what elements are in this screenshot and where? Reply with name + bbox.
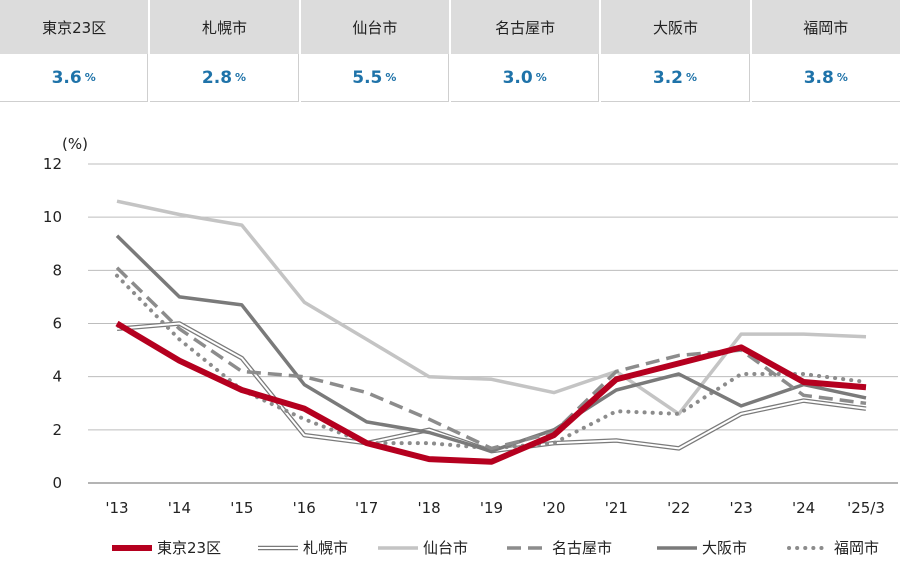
legend-label: 名古屋市 — [552, 539, 612, 557]
summary-unit: % — [535, 71, 547, 84]
x-tick-label: '17 — [355, 499, 378, 517]
summary-column: 福岡市 3.8% — [751, 0, 900, 103]
summary-value-cell: 3.0% — [450, 54, 600, 102]
x-axis-ticks: '13 '14 '15 '16 '17 '18 '19 '20 '21 '22 '23 '24 '25/… — [105, 499, 885, 517]
summary-value-cell: 2.8% — [150, 54, 299, 102]
legend-label: 大阪市 — [702, 539, 747, 557]
summary-unit: % — [84, 71, 96, 84]
line-chart: 0 2 4 6 8 10 12 '13 '14 '15 '16 '17 '18 '19 '20 '21 '22… — [43, 135, 898, 557]
summary-value: 3.8 — [803, 67, 834, 88]
summary-city: 大阪市 — [601, 0, 750, 54]
x-tick-label: '22 — [667, 499, 690, 517]
x-tick-label: '14 — [168, 499, 191, 517]
x-tick-label: '24 — [792, 499, 815, 517]
y-tick-label: 6 — [52, 315, 62, 333]
summary-unit: % — [686, 71, 698, 84]
legend-label: 札幌市 — [303, 539, 348, 557]
summary-value: 3.0 — [502, 67, 533, 88]
summary-value-cell: 3.2% — [601, 54, 750, 102]
summary-value: 5.5 — [352, 67, 383, 88]
x-tick-label: '18 — [417, 499, 440, 517]
summary-column: 東京23区 3.6% — [0, 0, 151, 103]
x-tick-label: '15 — [230, 499, 253, 517]
x-tick-label: '13 — [105, 499, 128, 517]
summary-unit: % — [836, 71, 848, 84]
summary-column: 仙台市 5.5% — [300, 0, 451, 103]
summary-value-cell: 5.5% — [300, 54, 449, 102]
legend: 東京23区 札幌市 仙台市 名古屋市 大阪市 福岡市 — [112, 539, 879, 557]
grid-lines — [88, 163, 898, 484]
summary-table: 東京23区 3.6% 札幌市 2.8% 仙台市 5.5% 名古屋市 3.0% 大… — [0, 0, 900, 103]
y-tick-label: 4 — [52, 368, 62, 386]
y-tick-label: 0 — [52, 474, 62, 492]
x-tick-label: '25/3 — [847, 499, 885, 517]
y-tick-label: 8 — [52, 261, 62, 279]
summary-unit: % — [235, 71, 247, 84]
summary-unit: % — [385, 71, 397, 84]
series-line — [115, 266, 867, 451]
summary-city: 名古屋市 — [450, 0, 600, 54]
x-tick-label: '20 — [542, 499, 565, 517]
summary-value-cell: 3.8% — [751, 54, 900, 102]
legend-label: 東京23区 — [157, 539, 221, 557]
y-axis-ticks: 0 2 4 6 8 10 12 — [43, 155, 62, 492]
legend-label: 福岡市 — [834, 539, 879, 557]
summary-column: 大阪市 3.2% — [601, 0, 752, 103]
summary-city: 福岡市 — [751, 0, 900, 54]
y-tick-label: 2 — [52, 421, 62, 439]
summary-value: 3.2 — [652, 67, 684, 88]
y-tick-label: 10 — [43, 208, 62, 226]
series-lines — [115, 199, 868, 465]
summary-city: 東京23区 — [0, 0, 149, 54]
y-axis-label: (%) — [62, 135, 88, 153]
x-tick-label: '21 — [605, 499, 628, 517]
summary-city: 札幌市 — [150, 0, 299, 54]
summary-value: 3.6 — [51, 67, 82, 88]
summary-value: 2.8 — [201, 67, 233, 88]
summary-column: 名古屋市 3.0% — [450, 0, 602, 103]
legend-label: 仙台市 — [423, 539, 468, 557]
summary-city: 仙台市 — [300, 0, 449, 54]
series-line — [115, 320, 867, 465]
x-tick-label: '19 — [480, 499, 503, 517]
series-line — [115, 234, 867, 453]
series-line — [116, 199, 867, 416]
y-tick-label: 12 — [43, 155, 62, 173]
summary-value-cell: 3.6% — [0, 54, 149, 102]
summary-column: 札幌市 2.8% — [150, 0, 301, 103]
x-tick-label: '16 — [293, 499, 316, 517]
x-tick-label: '23 — [730, 499, 753, 517]
